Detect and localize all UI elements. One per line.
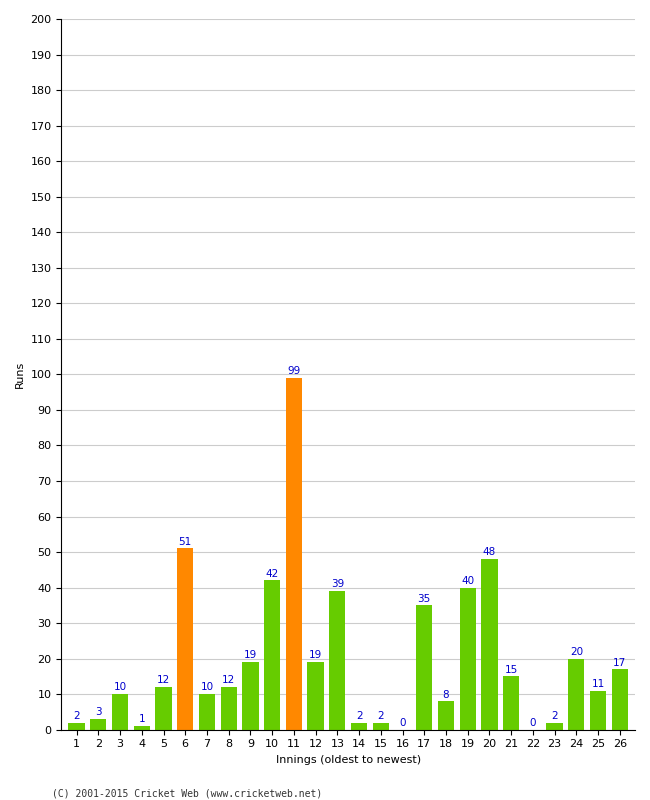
Bar [351, 722, 367, 730]
Text: 17: 17 [613, 658, 627, 667]
Text: 0: 0 [399, 718, 406, 728]
Text: 12: 12 [157, 675, 170, 686]
Text: 39: 39 [331, 579, 344, 590]
Bar [590, 690, 606, 730]
Bar [372, 722, 389, 730]
Text: 42: 42 [266, 569, 279, 578]
Text: 1: 1 [138, 714, 145, 724]
Bar [460, 587, 476, 730]
Bar [481, 559, 498, 730]
Bar [416, 606, 432, 730]
Bar [90, 719, 107, 730]
Text: 10: 10 [200, 682, 214, 693]
Text: 19: 19 [309, 650, 322, 661]
Text: 99: 99 [287, 366, 300, 376]
Text: 48: 48 [483, 547, 496, 558]
Text: 0: 0 [530, 718, 536, 728]
Bar [68, 722, 84, 730]
Bar [134, 726, 150, 730]
Text: 11: 11 [592, 679, 604, 689]
Text: 35: 35 [417, 594, 431, 603]
Bar [220, 687, 237, 730]
Text: 2: 2 [356, 711, 363, 721]
Text: 2: 2 [551, 711, 558, 721]
Bar [264, 581, 280, 730]
Bar [329, 591, 346, 730]
Bar [177, 549, 194, 730]
Text: 19: 19 [244, 650, 257, 661]
Bar [612, 670, 628, 730]
Bar [438, 702, 454, 730]
Text: 2: 2 [73, 711, 80, 721]
Bar [112, 694, 128, 730]
Bar [155, 687, 172, 730]
Y-axis label: Runs: Runs [15, 361, 25, 388]
Bar [242, 662, 259, 730]
Text: 2: 2 [378, 711, 384, 721]
Bar [286, 378, 302, 730]
Bar [503, 677, 519, 730]
X-axis label: Innings (oldest to newest): Innings (oldest to newest) [276, 755, 421, 765]
Text: 8: 8 [443, 690, 449, 699]
Bar [199, 694, 215, 730]
Text: 10: 10 [114, 682, 127, 693]
Bar [547, 722, 563, 730]
Text: 40: 40 [461, 576, 474, 586]
Bar [568, 658, 584, 730]
Text: 20: 20 [570, 647, 583, 657]
Text: 15: 15 [504, 665, 518, 674]
Bar [307, 662, 324, 730]
Text: (C) 2001-2015 Cricket Web (www.cricketweb.net): (C) 2001-2015 Cricket Web (www.cricketwe… [52, 788, 322, 798]
Text: 51: 51 [179, 537, 192, 546]
Text: 12: 12 [222, 675, 235, 686]
Text: 3: 3 [95, 707, 101, 718]
